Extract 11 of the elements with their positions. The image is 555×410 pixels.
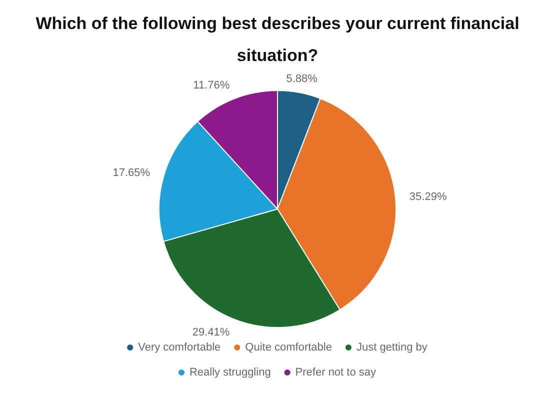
legend-label: Very comfortable xyxy=(138,342,221,354)
data-label: 29.41% xyxy=(192,326,230,339)
data-label: 11.76% xyxy=(193,79,230,92)
data-label: 5.88% xyxy=(286,72,318,85)
legend-label: Just getting by xyxy=(356,342,428,354)
data-label: 35.29% xyxy=(409,190,447,203)
data-label: 17.65% xyxy=(112,166,150,179)
chart-title: Which of the following best describes your current financial situation? xyxy=(34,13,520,67)
legend-label: Quite comfortable xyxy=(245,342,332,354)
legend-label: Prefer not to say xyxy=(295,366,377,379)
legend-label: Really struggling xyxy=(189,366,271,379)
